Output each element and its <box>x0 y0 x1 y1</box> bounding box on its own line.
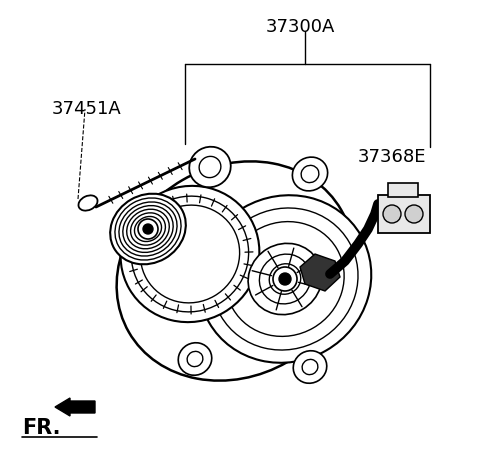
Ellipse shape <box>140 206 240 303</box>
Circle shape <box>273 268 297 291</box>
Ellipse shape <box>269 264 301 295</box>
Ellipse shape <box>226 222 344 336</box>
Polygon shape <box>300 254 340 291</box>
Ellipse shape <box>178 343 212 375</box>
Ellipse shape <box>292 158 328 191</box>
Ellipse shape <box>127 210 169 249</box>
Text: FR.: FR. <box>22 417 60 437</box>
Ellipse shape <box>123 206 173 253</box>
Ellipse shape <box>187 352 203 367</box>
Ellipse shape <box>120 186 259 322</box>
Circle shape <box>143 224 153 235</box>
FancyArrow shape <box>55 398 95 416</box>
Ellipse shape <box>115 199 181 260</box>
Ellipse shape <box>189 147 231 188</box>
Ellipse shape <box>110 194 186 265</box>
Ellipse shape <box>117 162 353 381</box>
Ellipse shape <box>199 157 221 178</box>
Text: 37451A: 37451A <box>52 100 122 118</box>
Ellipse shape <box>134 217 162 242</box>
Circle shape <box>138 219 158 240</box>
Ellipse shape <box>302 359 318 375</box>
Ellipse shape <box>259 255 311 304</box>
Circle shape <box>405 206 423 224</box>
Circle shape <box>279 274 291 285</box>
Circle shape <box>383 206 401 224</box>
Ellipse shape <box>301 166 319 183</box>
Ellipse shape <box>199 196 371 363</box>
Text: 37300A: 37300A <box>265 18 335 36</box>
Bar <box>378 196 430 234</box>
Ellipse shape <box>212 208 358 350</box>
Ellipse shape <box>131 213 166 246</box>
Ellipse shape <box>119 202 177 257</box>
Bar <box>388 184 418 197</box>
Ellipse shape <box>132 197 249 312</box>
Text: 37368E: 37368E <box>358 148 427 166</box>
Ellipse shape <box>78 196 97 211</box>
Ellipse shape <box>248 244 322 315</box>
Ellipse shape <box>293 351 327 383</box>
